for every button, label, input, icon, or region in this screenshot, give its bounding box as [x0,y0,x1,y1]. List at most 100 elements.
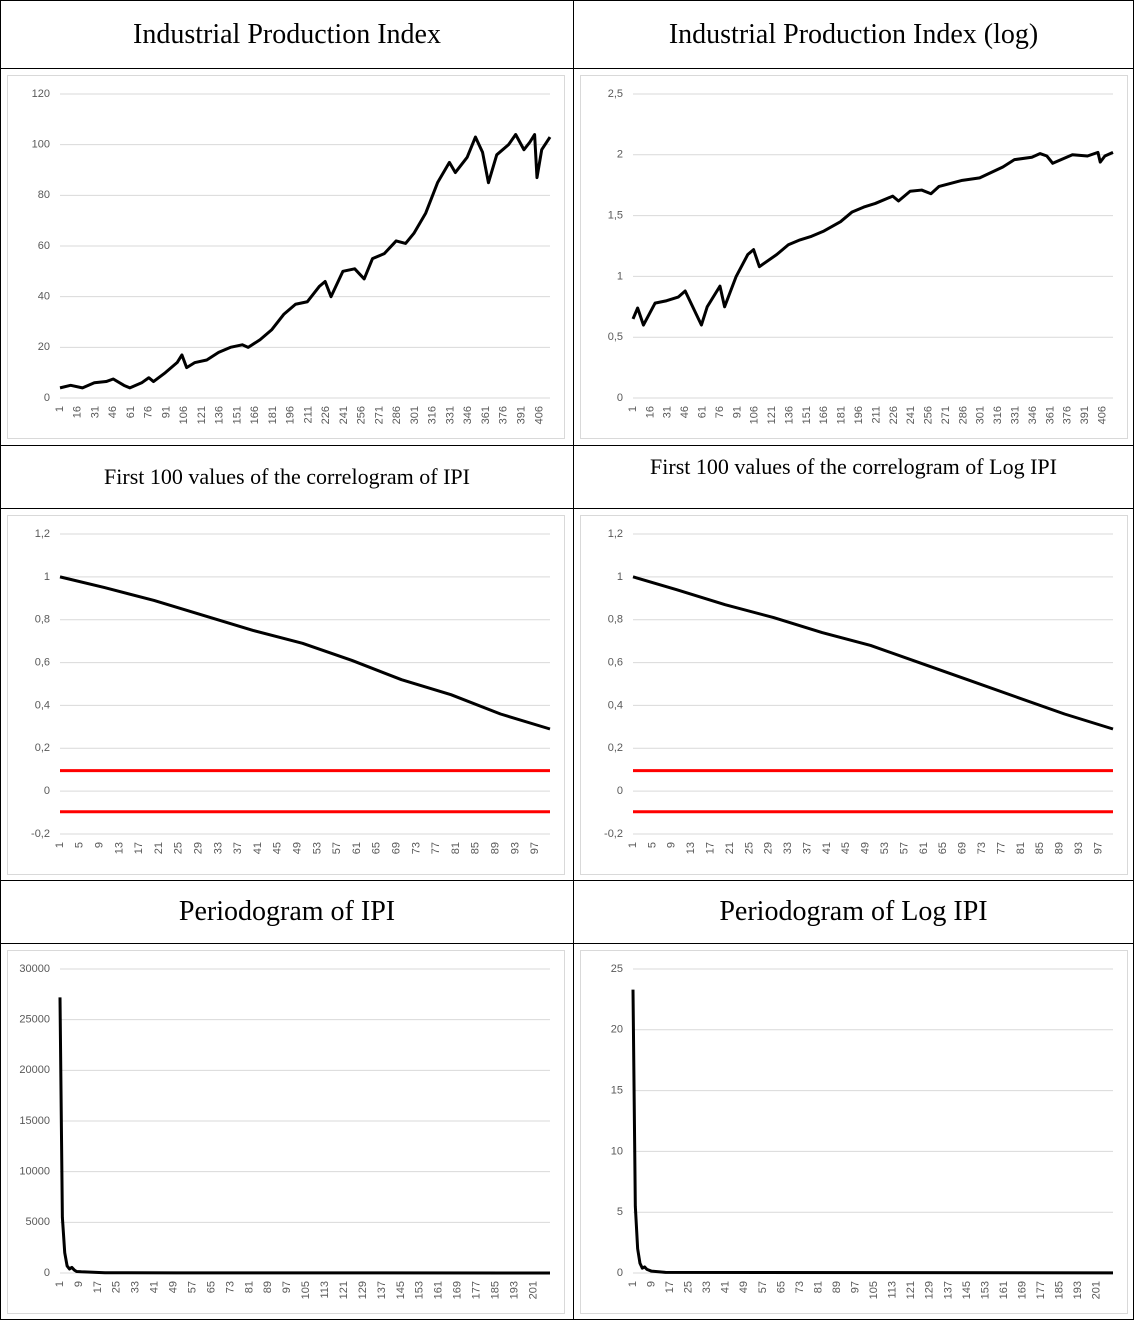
y-tick-label: 60 [38,240,50,252]
x-tick-label: 81 [812,1281,824,1293]
x-tick-label: 1 [54,406,66,412]
x-tick-label: 137 [942,1281,954,1299]
x-tick-label: 271 [373,406,385,424]
x-tick-label: 145 [961,1281,973,1299]
y-tick-label: -0,2 [604,828,623,840]
y-tick-label: 0,8 [608,614,623,626]
x-tick-label: 256 [356,406,368,424]
x-tick-label: 406 [533,406,545,424]
x-tick-label: 57 [331,842,343,854]
x-tick-label: 61 [125,406,137,418]
x-tick-label: 57 [757,1281,769,1293]
x-tick-label: 136 [214,406,226,424]
x-tick-label: 17 [664,1281,676,1293]
x-tick-label: 77 [430,842,442,854]
chart-frame: -0,2 0 0,2 0,4 0,6 0,8 1 1,2 1 5 9 13 17 21 25 29 33 37 41… [580,515,1128,875]
x-tick-label: 121 [905,1281,917,1299]
y-tick-label: 0 [617,1267,623,1279]
x-tick-label: 271 [940,406,952,424]
x-tick-label: 17 [92,1281,104,1293]
x-tick-label: 89 [489,842,501,854]
x-tick-label: 346 [462,406,474,424]
y-tick-label: 15 [611,1085,623,1097]
y-tick-label: 0 [617,392,623,404]
x-tick-label: 81 [1015,842,1027,854]
x-tick-label: 181 [267,406,279,424]
y-tick-label: 1,2 [35,528,50,540]
x-tick-label: 49 [291,842,303,854]
x-tick-label: 85 [470,842,482,854]
x-tick-label: 9 [645,1281,657,1287]
x-tick-label: 25 [111,1281,123,1293]
chart-cell: 0 0,5 1 1,5 2 2,5 1 16 31 46 61 76 91 106 121 136 151 166… [573,68,1134,446]
line [631,150,1114,327]
title-cell: First 100 values of the correlogram of L… [573,445,1134,509]
x-tick-label: 16 [644,406,656,418]
x-tick-label: 31 [89,406,101,418]
x-tick-label: 331 [444,406,456,424]
x-tick-label: 376 [1062,406,1074,424]
x-tick-label: 46 [679,406,691,418]
x-tick-label: 1 [54,842,66,848]
chart-title: Periodogram of IPI [178,896,396,927]
x-tick-label: 17 [704,842,716,854]
x-tick-label: 97 [281,1281,293,1293]
x-tick-label: 361 [480,406,492,424]
y-tick-label: 25 [611,963,623,975]
y-tick-label: 0 [617,785,623,797]
x-tick-label: 193 [1072,1281,1084,1299]
x-tick-label: 29 [763,842,775,854]
title-cell: First 100 values of the correlogram of I… [0,445,574,509]
chart-cell: 0 5000 10000 15000 20000 25000 30000 1 9 17 25 33 41… [0,943,574,1320]
x-tick-label: 331 [1010,406,1022,424]
x-tick-label: 241 [338,406,350,424]
x-tick-label: 13 [685,842,697,854]
y-tick-label: 1 [617,571,623,583]
y-tick-label: 40 [38,291,50,303]
x-tick-label: 9 [73,1281,85,1287]
title-cell: Periodogram of IPI [0,880,574,944]
x-tick-label: 177 [471,1281,483,1299]
x-tick-label: 201 [1091,1281,1103,1299]
x-tick-label: 45 [840,842,852,854]
chart-frame: 0 5 10 15 20 25 1 9 17 25 33 41 49 57 65 73 81 89 97 105 113… [580,950,1128,1314]
x-tick-label: 181 [836,406,848,424]
x-tick-label: 57 [186,1281,198,1293]
chart: -0,2 0 0,2 0,4 0,6 0,8 1 1,2 1 5 9 13 17 21 25 29 33 37 41… [31,528,551,854]
x-tick-label: 73 [794,1281,806,1293]
y-tick-label: 10000 [19,1166,50,1178]
chart: 0 20 40 60 80 100 120 1 16 31 46 61 76 91 106 121 136 151… [32,88,552,424]
chart-title: First 100 values of the correlogram of L… [650,454,1057,479]
y-tick-label: 100 [32,139,50,151]
x-tick-label: 137 [376,1281,388,1299]
chart-title: First 100 values of the correlogram of I… [104,464,470,489]
y-tick-label: 2 [617,149,623,161]
x-tick-label: 25 [683,1281,695,1293]
x-tick-label: 13 [113,842,125,854]
x-tick-label: 129 [357,1281,369,1299]
x-tick-label: 57 [898,842,910,854]
chart-title: Industrial Production Index (log) [668,18,1039,50]
y-tick-label: 0 [44,1267,50,1279]
x-tick-label: 97 [1092,842,1104,854]
x-tick-label: 153 [979,1281,991,1299]
x-tick-label: 73 [224,1281,236,1293]
y-tick-label: 1 [617,270,623,282]
x-tick-label: 69 [957,842,969,854]
title-cell: Industrial Production Index (log) [573,0,1134,69]
x-tick-label: 61 [696,406,708,418]
x-tick-label: 406 [1096,406,1108,424]
y-tick-label: 0,5 [608,331,623,343]
x-tick-label: 21 [153,842,165,854]
y-tick-label: 0,8 [35,614,50,626]
x-tick-label: 49 [738,1281,750,1293]
x-tick-label: 113 [319,1281,331,1299]
title-cell: Industrial Production Index [0,0,574,69]
x-tick-label: 226 [320,406,332,424]
x-tick-label: 76 [714,406,726,418]
x-tick-label: 169 [1016,1281,1028,1299]
x-tick-label: 105 [868,1281,880,1299]
x-tick-label: 16 [72,406,84,418]
x-tick-label: 185 [489,1281,501,1299]
x-tick-label: 81 [450,842,462,854]
